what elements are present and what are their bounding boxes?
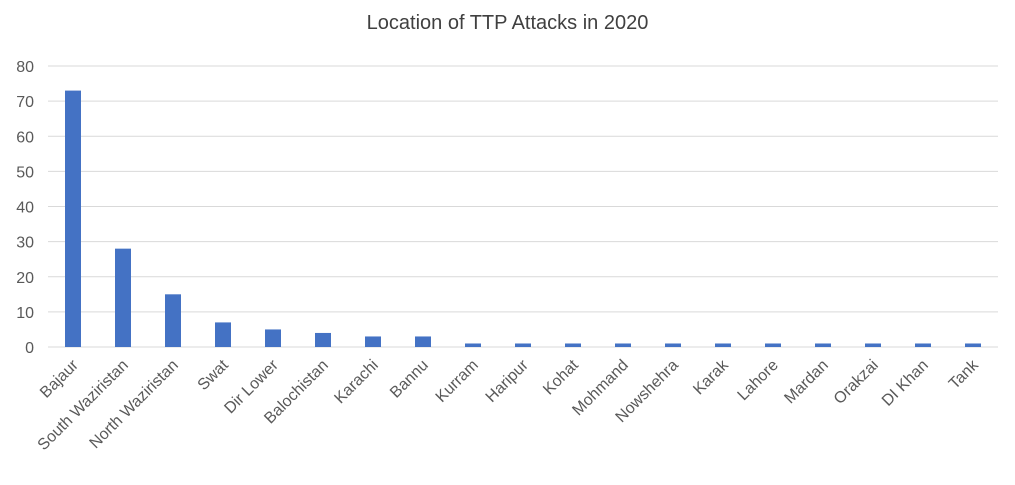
x-tick-label: DI Khan	[879, 357, 932, 410]
x-tick-label: Haripur	[483, 356, 533, 406]
x-tick-label: Kurram	[433, 357, 482, 406]
y-tick-label: 10	[16, 305, 34, 322]
x-tick-label: Tank	[946, 356, 983, 393]
y-tick-label: 50	[16, 164, 34, 181]
x-tick-label: Swat	[195, 356, 233, 394]
x-tick-label: South Waziristan	[35, 357, 132, 454]
bar	[465, 343, 481, 347]
y-tick-label: 40	[16, 200, 34, 217]
bar	[115, 248, 131, 347]
x-tick-label: North Waziristan	[87, 357, 182, 452]
y-tick-label: 30	[16, 235, 34, 252]
bar	[765, 343, 781, 347]
y-axis-ticks: 0 10 20 30 40 50 60 70 80	[16, 59, 34, 357]
y-tick-label: 60	[16, 129, 34, 146]
bar	[565, 343, 581, 347]
bar	[965, 343, 981, 347]
bar	[65, 90, 81, 348]
x-tick-label: Mardan	[781, 357, 831, 407]
y-tick-label: 70	[16, 94, 34, 111]
y-tick-label: 20	[16, 270, 34, 287]
x-tick-label: Karachi	[331, 357, 381, 407]
x-tick-label: Bannu	[387, 357, 432, 402]
bar	[915, 343, 931, 347]
bar	[365, 336, 381, 347]
bar	[665, 343, 681, 347]
bar	[615, 343, 631, 347]
bar	[515, 343, 531, 347]
y-tick-label: 80	[16, 59, 34, 76]
bar	[215, 322, 231, 347]
x-tick-label: Bajaur	[37, 356, 82, 401]
bar	[315, 332, 331, 347]
bar	[865, 343, 881, 347]
bar	[715, 343, 731, 347]
chart-title: Location of TTP Attacks in 2020	[366, 12, 649, 34]
x-tick-label: Lahore	[735, 357, 782, 404]
x-tick-label: Orakzai	[831, 357, 882, 408]
gridlines	[48, 65, 998, 348]
bar	[815, 343, 831, 347]
y-tick-label: 0	[25, 340, 34, 357]
bars	[65, 90, 981, 348]
bar	[415, 336, 431, 347]
x-tick-label: Kohat	[540, 356, 582, 398]
x-tick-label: Karak	[690, 356, 732, 398]
bar	[165, 294, 181, 347]
bar	[265, 329, 281, 347]
